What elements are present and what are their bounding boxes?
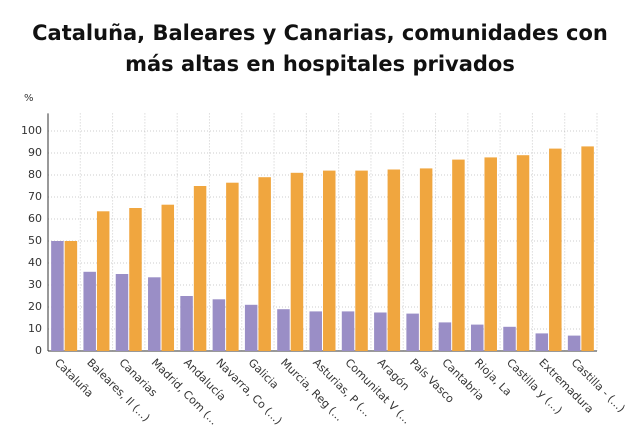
y-tick-label: 60 — [28, 212, 42, 225]
y-tick-label: 20 — [28, 300, 42, 313]
bar — [212, 299, 226, 351]
bar — [51, 241, 64, 351]
bar — [516, 155, 530, 351]
y-tick-label: 100 — [21, 124, 42, 137]
y-tick-label: 30 — [28, 278, 42, 291]
y-tick-label: 70 — [28, 190, 42, 203]
bar — [180, 296, 193, 351]
bar — [503, 326, 516, 351]
bar — [129, 208, 142, 351]
bar — [387, 169, 401, 351]
bar — [452, 159, 465, 351]
bar — [341, 311, 355, 351]
bar — [83, 271, 96, 351]
bar — [323, 170, 336, 351]
y-tick-label: 90 — [28, 146, 42, 159]
y-tick-label: 40 — [28, 256, 42, 269]
bar — [277, 309, 290, 351]
bar — [581, 146, 594, 351]
bar — [484, 157, 497, 351]
bar — [309, 311, 322, 351]
bar — [161, 204, 175, 351]
bar — [470, 324, 484, 351]
bar — [438, 322, 452, 351]
bar — [115, 274, 129, 351]
bar — [355, 170, 368, 351]
bar — [258, 177, 271, 351]
bar — [244, 304, 258, 351]
bar — [374, 312, 387, 351]
bar — [148, 277, 161, 351]
bar — [419, 168, 433, 351]
bar — [96, 211, 110, 351]
y-axis-label: % — [24, 93, 34, 104]
chart-title: Cataluña, Baleares y Canarias, comunidad… — [32, 21, 608, 76]
bar — [567, 335, 581, 351]
bar — [226, 182, 239, 351]
bar — [535, 333, 549, 351]
bar — [549, 148, 562, 351]
y-tick-label: 0 — [35, 344, 42, 357]
bar — [290, 172, 304, 351]
bar — [406, 313, 419, 351]
bar — [64, 241, 78, 351]
bar — [193, 186, 207, 351]
y-tick-label: 10 — [28, 322, 42, 335]
y-tick-label: 50 — [28, 234, 42, 247]
y-tick-label: 80 — [28, 168, 42, 181]
